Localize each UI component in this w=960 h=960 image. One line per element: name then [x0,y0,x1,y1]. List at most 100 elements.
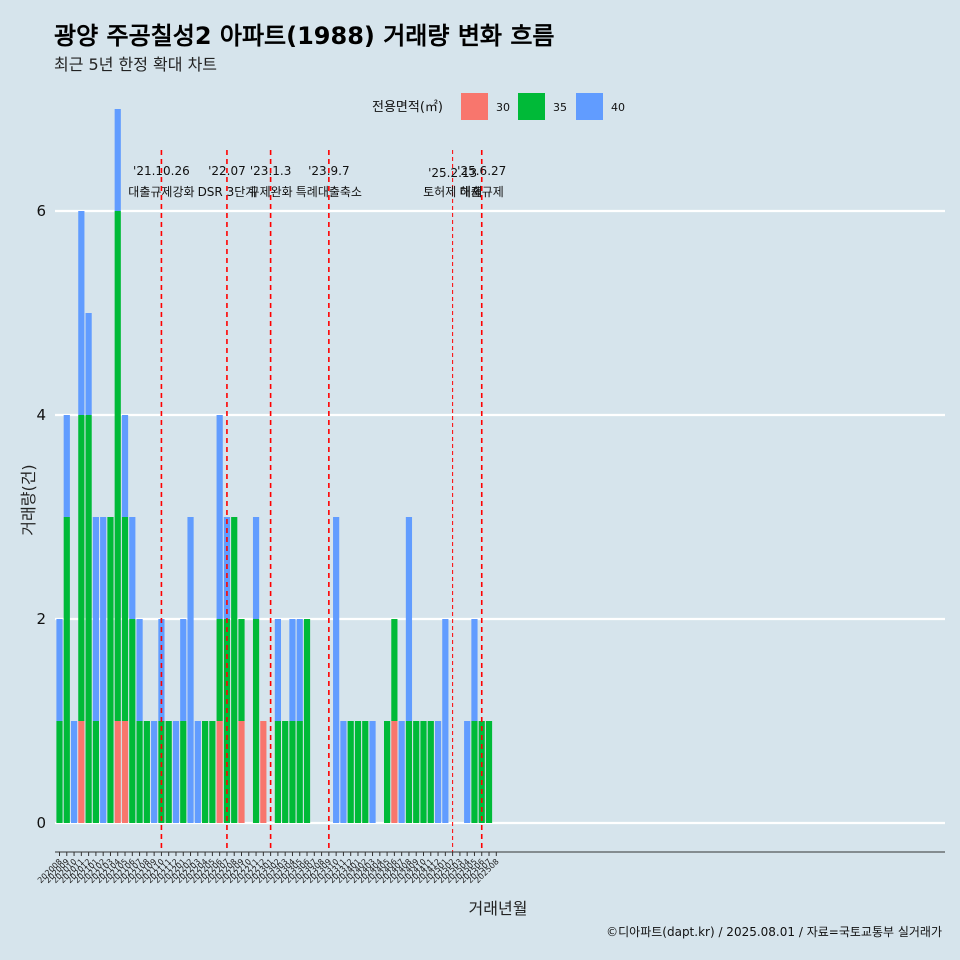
bar-202303-35 [282,721,289,823]
bar-202008-40 [56,619,63,721]
bars [56,109,493,823]
bar-202302-35 [274,721,281,823]
bar-202408-35 [405,721,413,823]
bar-202412-40 [434,721,442,823]
bar-202106-40 [129,517,136,619]
bar-202102-40 [100,517,107,823]
bar-202505-40 [471,619,478,721]
legend-label-35: 35 [553,101,567,114]
bar-202505-35 [471,721,478,823]
bar-202312-35 [347,721,354,823]
bar-202101-40 [92,517,99,721]
bar-202011-40 [78,211,85,415]
legend-swatch-30 [461,93,488,120]
bar-202403-40 [369,721,376,823]
bar-202008-35 [56,721,63,823]
bar-202306-35 [303,619,311,823]
legend-swatch-40 [576,93,603,120]
legend-label-30: 30 [496,101,510,114]
bar-202109-40 [151,721,158,823]
y-axis-ticks: 0 2 4 6 [36,202,46,832]
bar-202401-35 [354,721,362,823]
bar-202201-35 [180,721,187,823]
bar-202405-35 [384,721,391,823]
bar-202105-35 [121,517,129,721]
bar-202206-30 [216,721,223,823]
event-label-0: 대출규제강화 [128,185,194,199]
bar-202208-35 [231,517,238,823]
event-label-5: 대출규제 [460,185,504,199]
legend-swatch-35 [518,93,545,120]
legend-title: 전용면적(㎡) [372,100,443,115]
x-axis-title: 거래년월 [469,899,528,918]
bar-202201-40 [180,619,187,721]
bar-202302-40 [274,619,281,721]
bar-202012-40 [85,313,92,415]
bar-202205-35 [209,721,216,823]
bar-202106-35 [129,619,136,823]
y-axis-title: 거래량(건) [19,464,38,535]
caption: ©디아파트(dapt.kr) / 2025.08.01 / 자료=국토교통부 실… [606,925,942,939]
event-date-5: '25.6.27 [457,164,506,178]
bar-202408-40 [405,517,413,721]
bar-202105-30 [121,721,129,823]
event-label-3: 특례대출축소 [296,185,362,199]
bar-202111-35 [165,721,172,823]
bar-202108-35 [143,721,150,823]
chart-title: 광양 주공칠성2 아파트(1988) 거래량 변화 흐름 [54,22,555,50]
bar-202409-35 [413,721,420,823]
bar-202406-30 [391,721,398,823]
bar-202009-35 [63,517,70,823]
bar-202204-35 [202,721,209,823]
bar-202407-40 [398,721,405,823]
y-tick-label: 2 [36,610,46,628]
event-date-3: '23.9.7 [308,164,349,178]
bar-202406-35 [391,619,398,721]
bar-202103-35 [107,517,114,823]
event-date-4: '25.2.13 [428,166,477,180]
bar-202206-35 [216,619,223,721]
bar-202104-35 [114,211,121,721]
event-label-4: 토허제 해제 [423,185,482,199]
gridlines [55,209,945,825]
event-label-1: DSR 3단계 [198,185,257,199]
bar-202402-35 [362,721,369,823]
legend-label-40: 40 [611,101,625,114]
bar-202010-40 [70,721,78,823]
bar-202410-35 [420,721,427,823]
bar-202011-30 [78,721,85,823]
bar-202112-40 [172,721,180,823]
y-tick-label: 0 [36,814,46,832]
bar-202203-40 [194,721,201,823]
bar-202107-35 [136,721,143,823]
event-date-1: '22.07 [208,164,246,178]
bar-202411-35 [427,721,434,823]
bar-202104-40 [114,109,121,211]
bar-202011-35 [78,415,85,721]
bar-202211-35 [252,619,260,823]
bar-202206-40 [216,415,223,619]
bar-202009-40 [63,415,70,517]
bar-202501-40 [442,619,449,823]
bar-202101-35 [92,721,99,823]
legend: 전용면적(㎡) 30 35 40 [372,93,625,120]
event-lines: '21.10.26 대출규제강화 '22.07 DSR 3단계 '23.1.3 규제완화 '… [128,150,506,852]
y-tick-label: 6 [36,202,46,220]
event-label-2: 규제완화 [249,185,293,199]
event-date-2: '23.1.3 [250,164,291,178]
bar-202305-35 [296,721,303,823]
bar-202202-40 [187,517,194,823]
chart-subtitle: 최근 5년 한정 확대 차트 [54,55,217,74]
y-tick-label: 4 [36,406,46,424]
event-date-0: '21.10.26 [133,164,190,178]
bar-202310-40 [333,517,340,823]
bar-202110-40 [158,619,165,721]
bar-202504-40 [464,721,471,823]
bar-202209-30 [238,721,245,823]
bar-202507-35 [485,721,493,823]
bar-202209-35 [238,619,245,721]
bar-202311-40 [340,721,347,823]
bar-202304-40 [289,619,296,721]
bar-202104-30 [114,721,121,823]
